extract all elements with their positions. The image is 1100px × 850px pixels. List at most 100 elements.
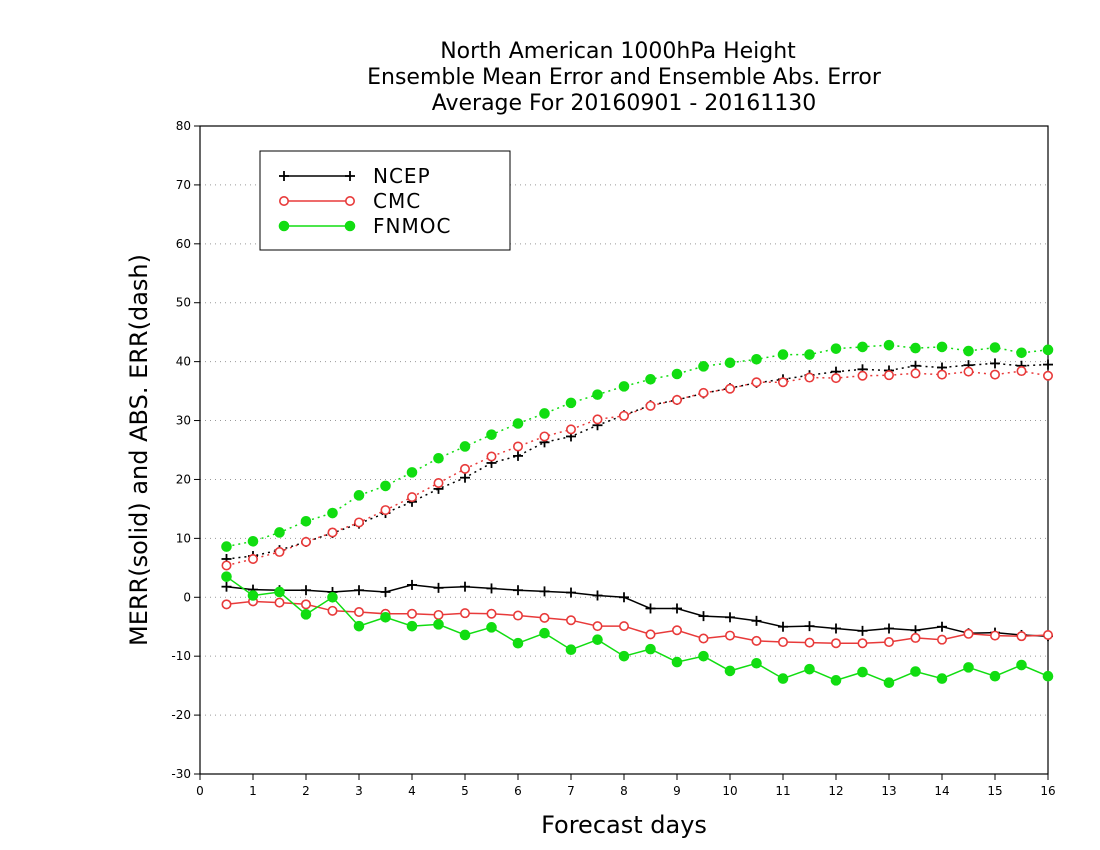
cmc-abs-err-point	[592, 414, 603, 425]
fnmoc-abs-err-point	[512, 418, 524, 429]
fnmoc-abs-err-point	[592, 389, 603, 400]
y-tick-label: 60	[176, 237, 191, 251]
x-tick-label: 0	[196, 784, 204, 798]
ncep-abs-err-point	[460, 472, 470, 483]
x-tick-label: 6	[514, 784, 522, 798]
ncep-merr-point	[513, 585, 523, 596]
y-tick-label: 10	[176, 531, 191, 545]
cmc-abs-err-point	[248, 553, 259, 564]
series	[221, 339, 1054, 688]
ncep-merr-point	[566, 587, 576, 598]
x-tick-label: 15	[987, 784, 1002, 798]
fnmoc-abs-err-point	[406, 467, 418, 478]
series-ncep	[221, 358, 1053, 642]
fnmoc-abs-err-point	[645, 374, 656, 385]
y-tick-label: 0	[183, 590, 191, 604]
legend-marker-ncep	[279, 171, 289, 181]
x-tick-label: 12	[828, 784, 843, 798]
x-tick-label: 8	[620, 784, 628, 798]
fnmoc-abs-err-point	[910, 342, 921, 354]
x-tick-label: 11	[775, 784, 790, 798]
ncep-merr-point	[804, 621, 815, 632]
y-axis-label: MERR(solid) and ABS. ERR(dash)	[125, 254, 153, 646]
x-axis: 0 1 2 3 4 5 6 7 8 9 10 11 12 13 14 15 16	[196, 774, 1056, 798]
ncep-abs-err-point	[990, 358, 1000, 369]
fnmoc-abs-err-point	[565, 397, 577, 409]
x-tick-label: 1	[249, 784, 257, 798]
fnmoc-abs-err-line	[226, 344, 1049, 548]
ncep-abs-err-point	[513, 450, 523, 461]
fnmoc-merr-point	[274, 586, 285, 598]
cmc-abs-err-point	[671, 394, 682, 405]
ncep-merr-point	[486, 583, 497, 594]
cmc-merr-point	[671, 625, 682, 636]
fnmoc-merr-point	[565, 644, 577, 656]
x-tick-label: 14	[934, 784, 949, 798]
cmc-abs-err-point	[353, 517, 364, 528]
cmc-merr-point	[221, 599, 232, 610]
fnmoc-merr-point	[300, 609, 312, 620]
x-tick-label: 2	[302, 784, 310, 798]
cmc-merr-point	[406, 608, 417, 619]
cmc-merr-point	[751, 635, 762, 646]
fnmoc-abs-err-point	[618, 381, 630, 392]
chart-title-line-3: Average For 20160901 - 20161130	[432, 91, 817, 116]
fnmoc-merr-point	[645, 643, 656, 655]
fnmoc-merr-point	[804, 663, 815, 675]
ncep-merr-point	[751, 615, 762, 626]
cmc-merr-point	[724, 630, 735, 641]
cmc-abs-err-point	[777, 377, 788, 388]
cmc-abs-err-point	[963, 366, 974, 377]
ncep-merr-point	[619, 592, 629, 603]
fnmoc-abs-err-point	[989, 342, 1001, 353]
fnmoc-merr-point	[353, 620, 365, 632]
fnmoc-abs-err-point	[247, 536, 259, 547]
cmc-abs-err-point	[724, 383, 735, 394]
fnmoc-abs-err-point	[777, 349, 789, 360]
cmc-merr-point	[936, 634, 947, 645]
ncep-merr-point	[831, 623, 841, 634]
fnmoc-merr-point	[857, 666, 868, 678]
cmc-merr-line	[226, 600, 1049, 644]
cmc-abs-err-point	[300, 536, 311, 547]
cmc-abs-err-point	[1016, 366, 1027, 377]
y-tick-label: 80	[176, 119, 191, 133]
cmc-abs-err-point	[327, 527, 338, 538]
fnmoc-merr-point	[698, 650, 709, 662]
ncep-merr-point	[354, 585, 364, 596]
fnmoc-merr-point	[910, 666, 921, 677]
fnmoc-merr-point	[221, 571, 232, 582]
cmc-abs-err-point	[539, 431, 550, 442]
fnmoc-merr-point	[1016, 659, 1027, 671]
ncep-merr-point	[221, 581, 232, 592]
ncep-merr-point	[645, 603, 656, 614]
x-tick-label: 10	[722, 784, 737, 798]
fnmoc-merr-point	[963, 662, 974, 673]
fnmoc-merr-point	[1042, 670, 1054, 682]
y-tick-label: -10	[171, 649, 191, 663]
fnmoc-abs-err-point	[724, 357, 736, 369]
ncep-merr-point	[460, 581, 470, 592]
fnmoc-abs-err-point	[274, 527, 285, 538]
cmc-abs-err-point	[645, 400, 656, 411]
grid	[200, 184, 1048, 716]
fnmoc-merr-point	[989, 670, 1001, 682]
cmc-merr-point	[539, 612, 550, 623]
ncep-merr-point	[539, 586, 550, 597]
fnmoc-merr-point	[936, 673, 948, 684]
cmc-abs-err-point	[459, 463, 470, 474]
fnmoc-merr-point	[486, 622, 497, 633]
fnmoc-abs-err-point	[539, 408, 550, 419]
cmc-abs-err-point	[883, 370, 894, 381]
x-tick-label: 13	[881, 784, 896, 798]
cmc-merr-point	[327, 605, 338, 616]
cmc-abs-err-point	[989, 369, 1000, 380]
fnmoc-merr-point	[459, 629, 471, 641]
fnmoc-abs-err-point	[883, 339, 895, 351]
x-tick-label: 4	[408, 784, 416, 798]
legend-label-cmc: CMC	[373, 189, 421, 213]
cmc-abs-err-point	[406, 492, 417, 503]
fnmoc-merr-point	[751, 657, 762, 669]
ncep-merr-point	[301, 585, 311, 596]
